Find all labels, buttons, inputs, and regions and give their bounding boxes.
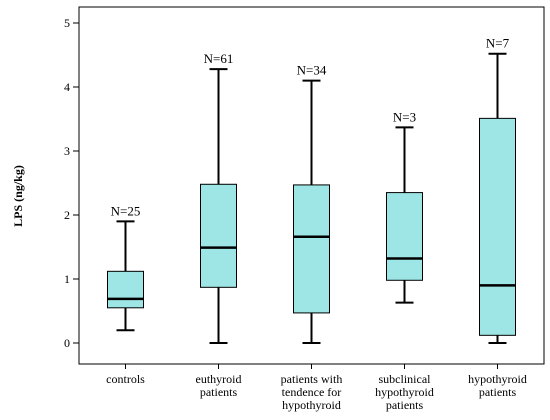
y-tick-label: 1 <box>64 272 70 286</box>
category-label-line: patients <box>200 385 238 399</box>
iqr-box <box>200 183 237 288</box>
category-label-line: patients <box>479 385 517 399</box>
y-tick-label: 4 <box>64 80 70 94</box>
category-label-line: hypothyroid <box>375 385 434 399</box>
iqr-box <box>386 192 423 281</box>
y-tick-label: 2 <box>64 208 70 222</box>
category-label: controls <box>106 372 145 386</box>
y-axis: 0 1 2 3 4 5 <box>64 16 79 350</box>
category-label-line: patients <box>386 398 424 412</box>
category-label-line: patients with <box>281 372 343 386</box>
box-item: N=25 <box>107 203 144 332</box>
category-label-line: euthyroid <box>196 372 242 386</box>
y-tick-label: 0 <box>64 336 70 350</box>
sample-size-label: N=61 <box>204 51 234 66</box>
box-item: N=7 <box>479 36 516 344</box>
sample-size-label: N=7 <box>486 36 510 51</box>
category-label: euthyroid patients <box>196 372 242 399</box>
box-series: N=25 N=61 N=34 N=3 N=7 <box>107 36 516 344</box>
iqr-box <box>293 184 330 314</box>
iqr-box <box>107 270 144 309</box>
box-item: N=34 <box>293 63 330 344</box>
y-tick-label: 3 <box>64 144 70 158</box>
category-label-line: hypothyroid <box>282 398 341 412</box>
sample-size-label: N=3 <box>393 109 416 124</box>
category-label-line: controls <box>106 372 145 386</box>
category-label-line: subclinical <box>379 372 432 386</box>
category-label: hypothyroid patients <box>468 372 527 399</box>
box-item: N=3 <box>386 109 423 304</box>
sample-size-label: N=34 <box>297 63 327 78</box>
y-tick-label: 5 <box>64 16 70 30</box>
iqr-box <box>479 117 516 336</box>
category-label-line: tendence for <box>282 385 342 399</box>
sample-size-label: N=25 <box>111 203 141 218</box>
y-axis-label: LPS (ng/kg) <box>11 165 25 227</box>
box-item: N=61 <box>200 51 237 344</box>
category-label-line: hypothyroid <box>468 372 527 386</box>
category-label: subclinical hypothyroid patients <box>375 372 434 412</box>
category-label: patients with tendence for hypothyroid <box>281 372 343 412</box>
